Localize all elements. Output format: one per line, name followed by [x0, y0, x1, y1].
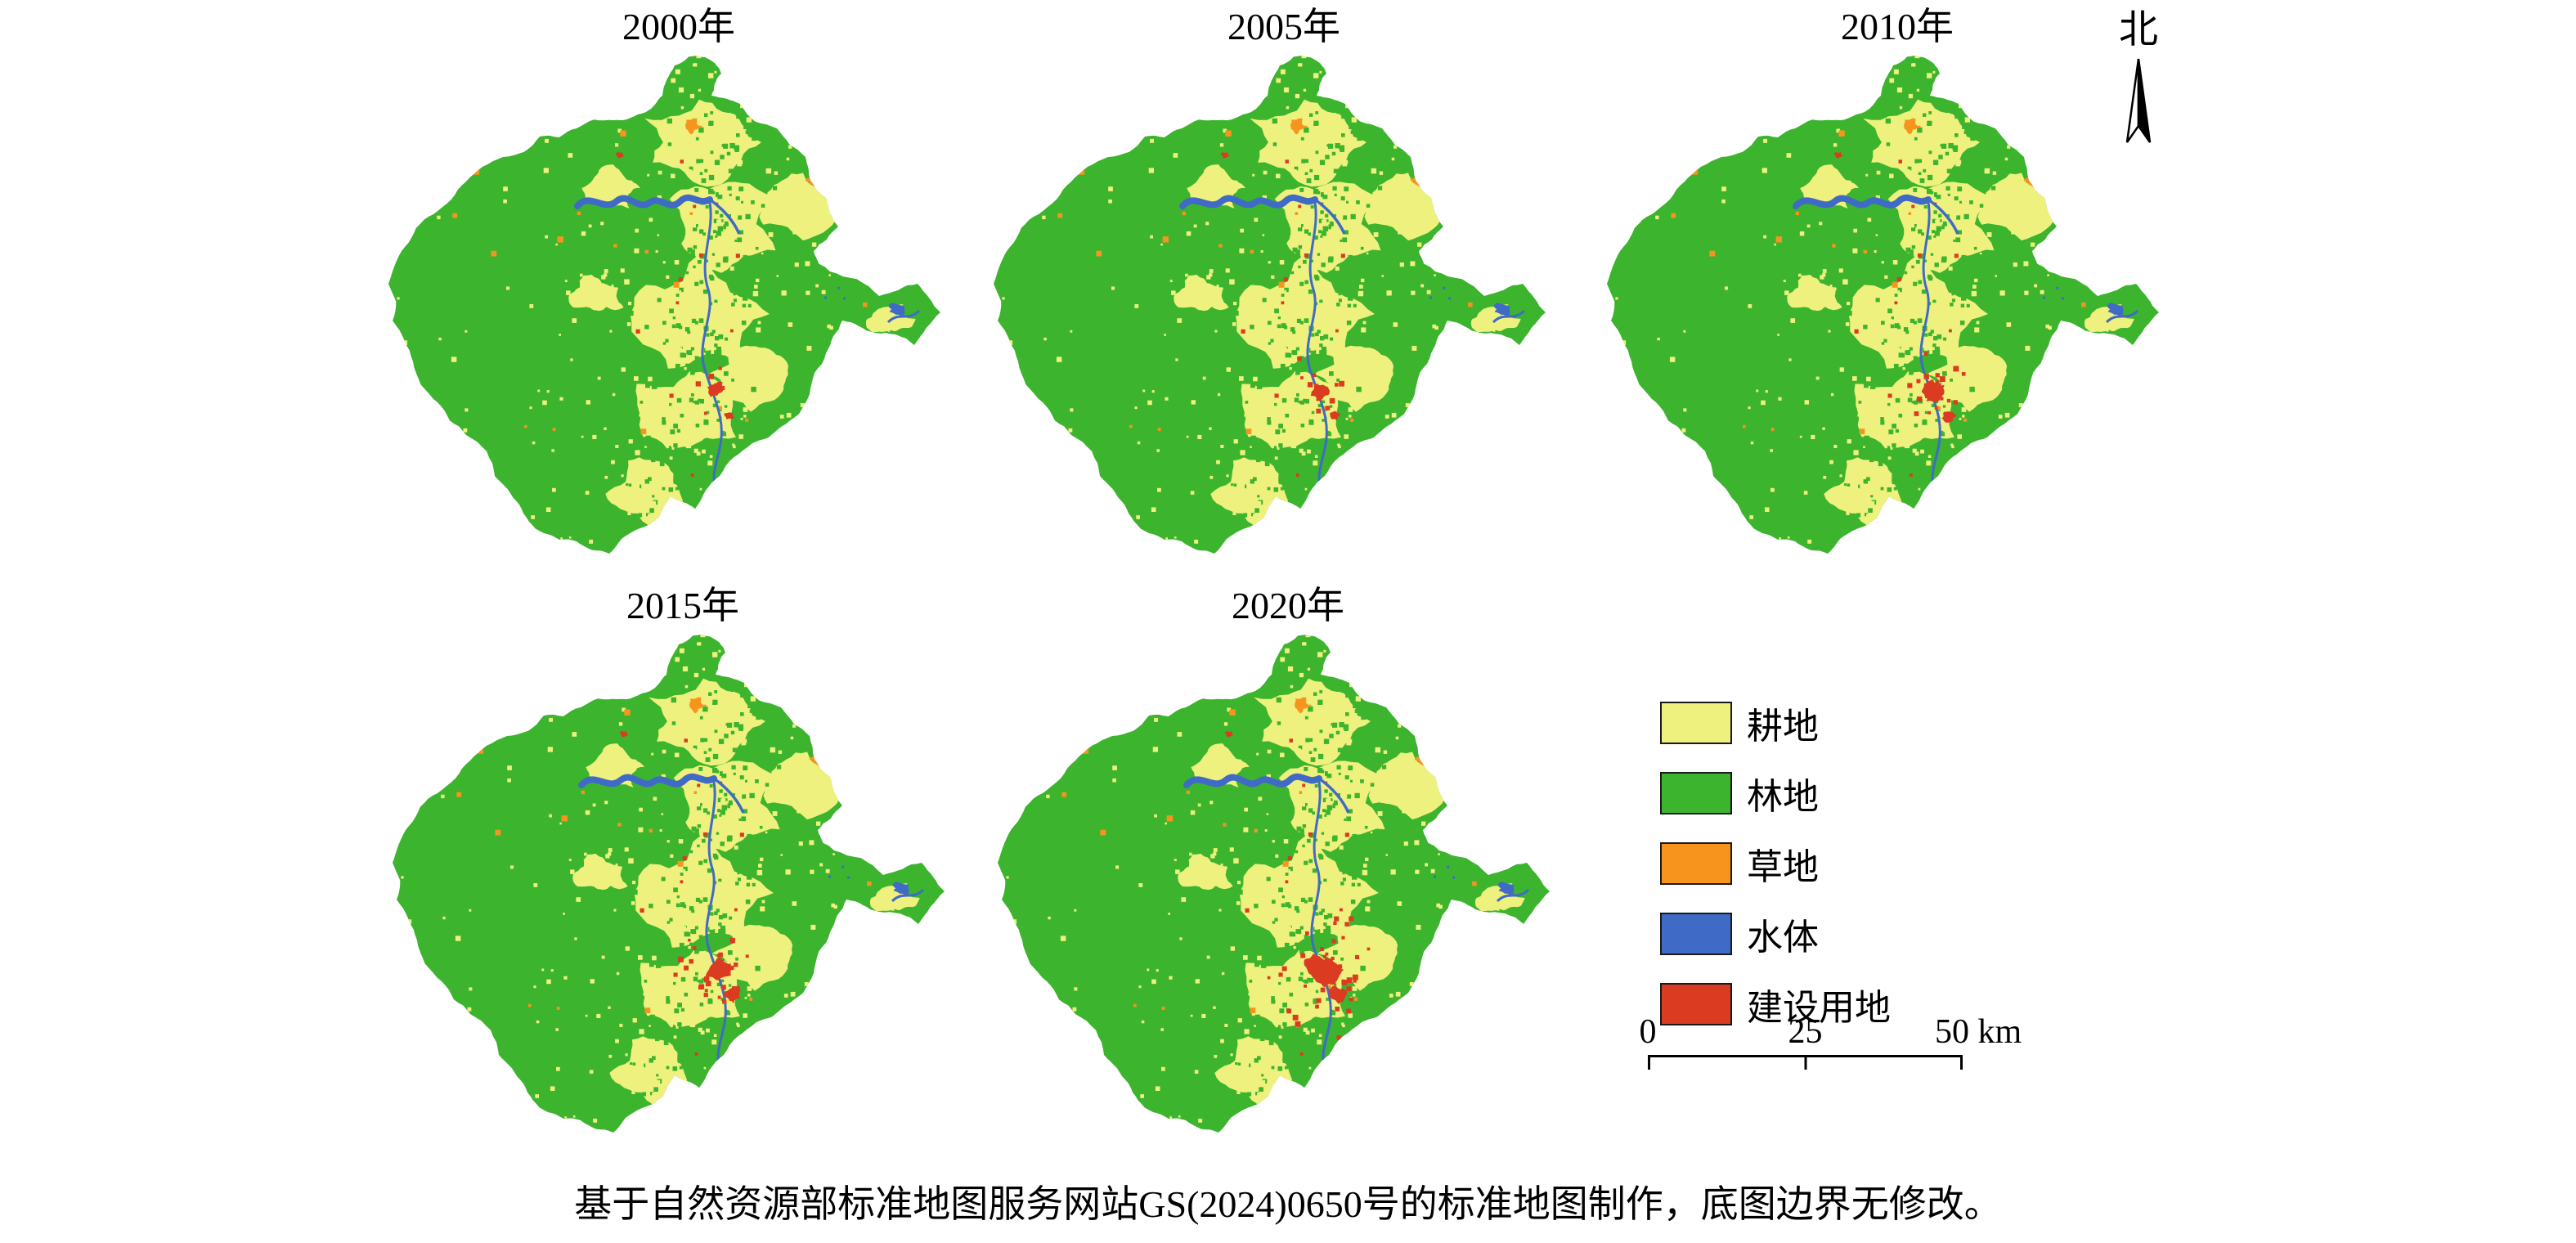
map-panel-2020: 2020年 — [977, 582, 1599, 1137]
north-indicator: 北 — [2094, 8, 2183, 155]
grassland-swatch — [1660, 842, 1732, 885]
cropland-label: 耕地 — [1747, 707, 1819, 747]
landuse-map-2020 — [998, 635, 1550, 1133]
legend-item-grassland: 草地 — [1660, 837, 1891, 890]
forest-swatch — [1660, 772, 1732, 814]
map-title-2005: 2005年 — [1227, 6, 1340, 47]
cropland-swatch — [1660, 702, 1732, 744]
map-panel-2005: 2005年 — [973, 3, 1595, 558]
forest-label: 林地 — [1747, 777, 1819, 817]
legend-item-water: 水体 — [1660, 908, 1891, 960]
map-panel-2015: 2015年 — [372, 582, 994, 1137]
figure-caption: 基于自然资源部标准地图服务网站GS(2024)0650号的标准地图制作，底图边界… — [574, 1183, 2002, 1225]
scale-tick-0 — [1648, 1055, 1650, 1070]
legend-item-cropland: 耕地 — [1660, 697, 1891, 749]
landuse-map-2015 — [393, 635, 945, 1133]
scale-bar-labels: 0 25 50 km — [1640, 1012, 2022, 1055]
legend-item-construction: 建设用地 — [1660, 978, 1891, 1030]
landuse-map-2000 — [388, 56, 940, 554]
map-panel-2010: 2010年 — [1586, 3, 2208, 558]
scale-tick-50 — [1960, 1055, 1963, 1070]
scale-bar-line — [1648, 1055, 1963, 1072]
landuse-map-2005 — [994, 56, 1546, 554]
scale-label-25: 25 — [1788, 1013, 1823, 1051]
landuse-map-2010 — [1607, 56, 2159, 554]
construction-label: 建设用地 — [1747, 988, 1891, 1028]
water-label: 水体 — [1747, 918, 1819, 958]
scale-label-50km: 50 km — [1935, 1013, 2022, 1051]
map-title-2015: 2015年 — [626, 585, 739, 626]
map-title-2000: 2000年 — [622, 6, 735, 47]
grassland-label: 草地 — [1747, 847, 1819, 887]
scale-tick-25 — [1804, 1055, 1806, 1070]
scale-bar: 0 25 50 km — [1640, 1012, 2022, 1072]
north-label: 北 — [2118, 8, 2158, 52]
legend-item-forest: 林地 — [1660, 767, 1891, 819]
legend: 耕地 林地 草地 水体 建设用地 — [1660, 697, 1891, 1048]
scale-label-0: 0 — [1639, 1013, 1657, 1051]
water-swatch — [1660, 913, 1732, 955]
map-title-2020: 2020年 — [1232, 585, 1344, 626]
map-panel-2000: 2000年 — [368, 3, 990, 558]
map-title-2010: 2010年 — [1841, 6, 1954, 47]
north-arrow-icon — [2125, 58, 2152, 143]
construction-swatch — [1660, 983, 1732, 1025]
